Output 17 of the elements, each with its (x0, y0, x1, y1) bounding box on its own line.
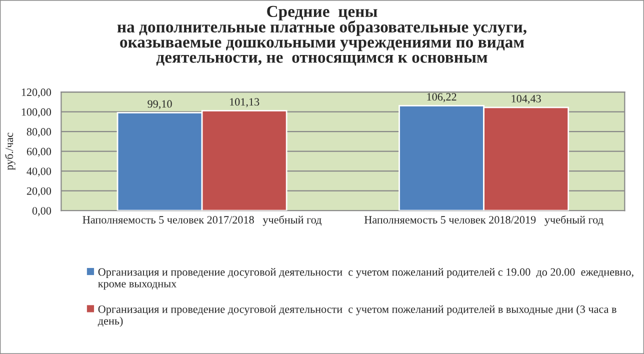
chart-title: Средние цены на дополнительные платные образовательные услуги, оказываемые дошкольными учреждениями по видам деятельности, не относящимся к основным (117, 6, 526, 66)
y-tick-label: 80,00 (26, 128, 52, 138)
data-label: 99,10 (148, 100, 172, 110)
y-tick-label: 0,00 (32, 207, 52, 216)
y-tick-label: 20,00 (26, 187, 52, 196)
x-tick-label: Наполняемость 5 человек 2018/2019 учебный год (364, 215, 604, 226)
data-label: 106,22 (427, 93, 456, 102)
legend-label: Организация и проведение досуговой деятельности с учетом пожеланий родителей с 19.00 до 20.00 ежедневно, кроме выходных (98, 268, 634, 290)
y-tick-label: 40,00 (26, 168, 52, 177)
y-axis-title: руб./час (4, 132, 16, 170)
y-tick-label: 120,00 (22, 88, 52, 98)
x-tick-label: Наполняемость 5 человек 2017/2018 учебный год (82, 215, 322, 226)
y-tick-label: 100,00 (22, 108, 52, 118)
data-label: 104,43 (512, 94, 541, 104)
legend-label: Организация и проведение досуговой деятельности с учетом пожеланий родителей в выходные дни (3 часа в день) (98, 305, 616, 327)
data-label: 101,13 (230, 98, 260, 108)
y-tick-label: 60,00 (26, 148, 52, 157)
